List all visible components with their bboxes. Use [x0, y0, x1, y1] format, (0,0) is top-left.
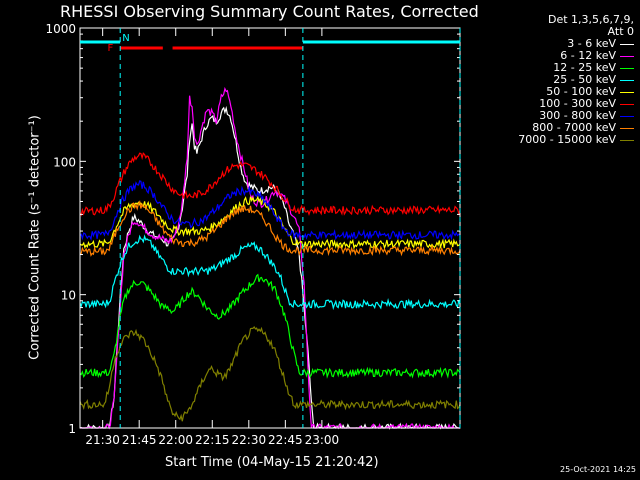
y-tick-label-0: 1: [68, 422, 76, 436]
legend-swatch: [620, 55, 634, 57]
y-axis-label: Corrected Count Rate (s⁻¹ detector⁻¹): [27, 115, 43, 360]
series-line-2: [79, 273, 461, 379]
y-tick-label-3: 1000: [45, 22, 76, 36]
legend-label: 7000 - 15000 keV: [518, 133, 616, 146]
chart-title: RHESSI Observing Summary Count Rates, Co…: [60, 2, 479, 21]
series-line-3: [79, 234, 461, 311]
legend-header-detectors: Det 1,3,5,6,7,9,: [547, 13, 634, 26]
legend-label: 25 - 50 keV: [553, 73, 616, 86]
legend-swatch: [620, 103, 634, 105]
x-tick-label-1: 21:45: [122, 433, 157, 447]
x-tick-label-5: 22:45: [268, 433, 303, 447]
legend-swatch: [620, 67, 634, 69]
x-tick-label-0: 21:30: [85, 433, 120, 447]
legend-swatch: [620, 79, 634, 81]
y-tick-label-2: 100: [53, 155, 76, 169]
legend-label: 3 - 6 keV: [567, 37, 616, 50]
x-tick-label-4: 22:30: [232, 433, 267, 447]
series-line-6: [79, 180, 461, 241]
x-tick-label-6: 23:00: [305, 433, 340, 447]
footer-date: 25-Oct-2021 14:25: [560, 465, 636, 474]
legend-swatch: [620, 127, 634, 129]
legend-label: 12 - 25 keV: [553, 61, 616, 74]
legend-item-2: 12 - 25 keV: [518, 62, 634, 74]
x-axis-label: Start Time (04-May-15 21:20:42): [165, 455, 379, 470]
x-tick-label-2: 22:00: [158, 433, 193, 447]
x-tick-label-3: 22:15: [195, 433, 230, 447]
legend-item-0: 3 - 6 keV: [518, 38, 634, 50]
series-line-5: [79, 152, 461, 217]
series-line-8: [79, 326, 461, 422]
legend-header-attenuator: Att 0: [607, 25, 634, 38]
plot-area: 1 10 100 1000 21:30 21:45 22:00 22:15 22:30 22:45…: [45, 22, 461, 447]
legend-label: 50 - 100 keV: [546, 85, 616, 98]
legend-item-7: 800 - 7000 keV: [518, 122, 634, 134]
legend-swatch: [620, 115, 634, 117]
legend-rows: 3 - 6 keV 6 - 12 keV 12 - 25 keV 25 - 50 ke…: [518, 38, 634, 146]
annotation-f: F: [108, 43, 114, 54]
series-line-1: [80, 86, 460, 430]
legend-label: 300 - 800 keV: [539, 109, 616, 122]
legend-item-5: 100 - 300 keV: [518, 98, 634, 110]
legend-swatch: [620, 139, 634, 141]
annotation-n: N: [122, 33, 129, 44]
legend-item-8: 7000 - 15000 keV: [518, 134, 634, 146]
legend-item-3: 25 - 50 keV: [518, 74, 634, 86]
y-tick-label-1: 10: [61, 289, 76, 303]
axes-frame: [79, 27, 461, 429]
legend-label: 6 - 12 keV: [560, 49, 616, 62]
legend-swatch: [620, 91, 634, 93]
legend-swatch: [620, 43, 634, 45]
legend-label: 100 - 300 keV: [539, 97, 616, 110]
legend-item-1: 6 - 12 keV: [518, 50, 634, 62]
legend: Det 1,3,5,6,7,9, Att 0 3 - 6 keV 6 - 12 k…: [518, 14, 634, 146]
legend-item-6: 300 - 800 keV: [518, 110, 634, 122]
series-line-0: [79, 105, 460, 430]
series-line-7: [79, 200, 461, 257]
legend-label: 800 - 7000 keV: [532, 121, 616, 134]
legend-item-4: 50 - 100 keV: [518, 86, 634, 98]
